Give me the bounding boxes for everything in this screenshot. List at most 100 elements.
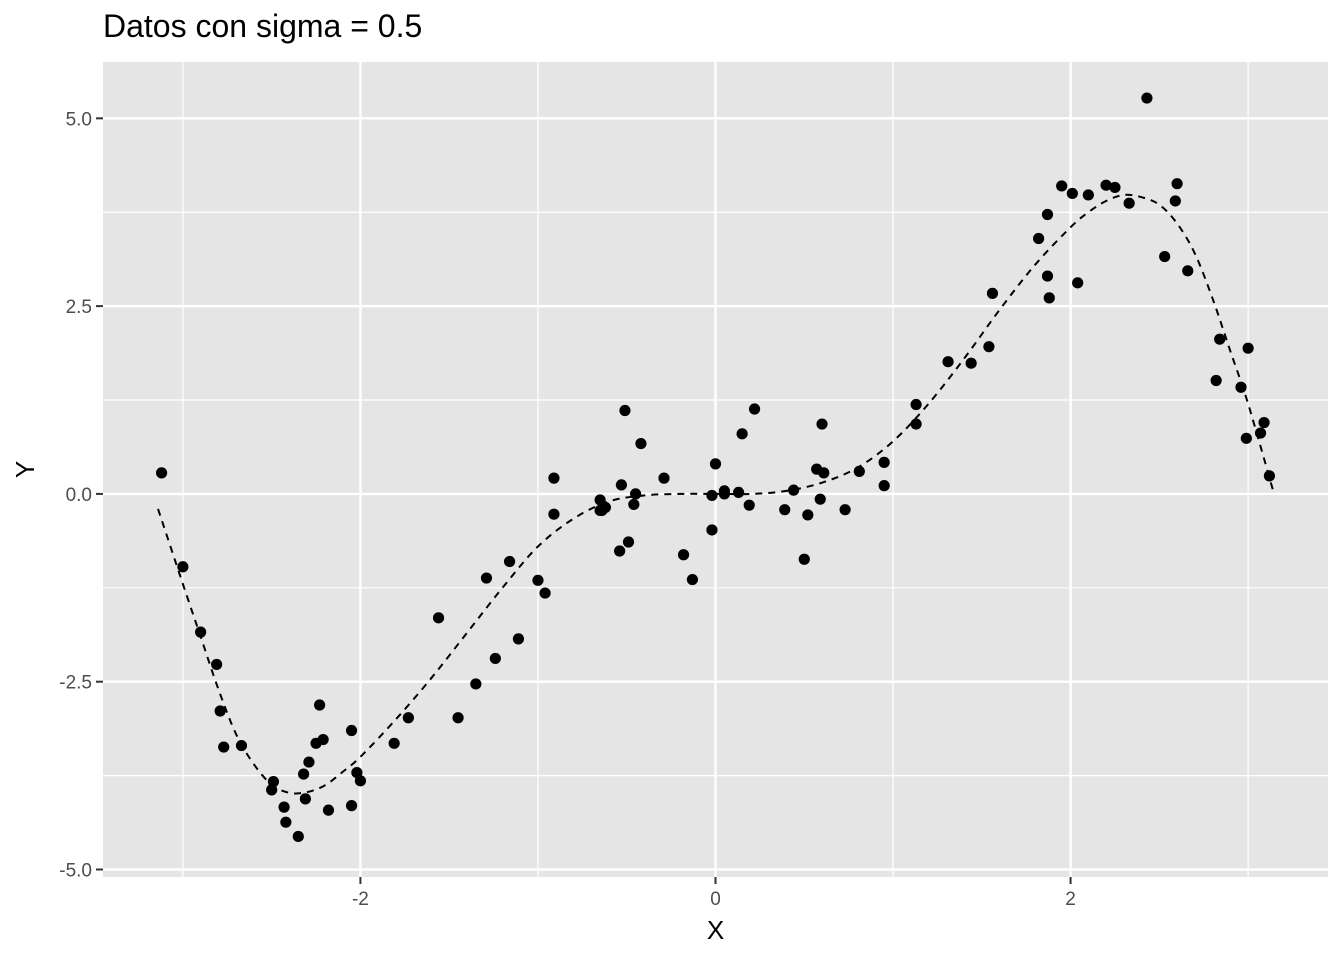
data-point bbox=[732, 486, 745, 499]
data-point bbox=[532, 574, 544, 586]
data-point bbox=[354, 775, 367, 787]
y-axis-title: Y bbox=[10, 461, 40, 478]
data-point bbox=[322, 804, 335, 816]
data-point bbox=[298, 768, 310, 780]
data-point bbox=[839, 504, 851, 516]
data-point bbox=[1043, 292, 1055, 304]
data-point bbox=[706, 489, 718, 502]
data-point bbox=[177, 561, 189, 573]
data-point bbox=[402, 712, 414, 724]
fitted-curve-group bbox=[157, 193, 1274, 795]
data-point bbox=[878, 480, 890, 492]
data-point bbox=[317, 733, 329, 746]
data-point bbox=[1214, 333, 1226, 345]
data-point bbox=[718, 488, 730, 500]
data-point bbox=[292, 830, 304, 843]
data-point bbox=[503, 555, 516, 568]
data-point bbox=[195, 626, 207, 638]
data-point bbox=[512, 633, 525, 645]
data-point bbox=[1258, 416, 1270, 429]
data-point bbox=[280, 816, 292, 828]
x-axis-title: X bbox=[707, 915, 724, 945]
data-point bbox=[1033, 232, 1045, 245]
data-point bbox=[480, 572, 493, 584]
data-point bbox=[1066, 187, 1078, 200]
data-point bbox=[686, 573, 699, 586]
data-point bbox=[345, 800, 358, 812]
data-point bbox=[748, 403, 761, 415]
data-point bbox=[658, 472, 670, 484]
data-point bbox=[743, 499, 755, 511]
y-tick-label: 0.0 bbox=[66, 485, 92, 506]
data-point bbox=[155, 467, 168, 479]
data-point bbox=[983, 341, 995, 353]
data-point bbox=[1141, 92, 1153, 104]
data-point bbox=[1263, 470, 1276, 482]
data-point bbox=[1169, 195, 1181, 207]
axes: -2 0 2 -5.0 -2.5 0.0 2.5 5.0 bbox=[59, 109, 1076, 910]
y-tick-label: -2.5 bbox=[59, 673, 92, 694]
y-tick-label: -5.0 bbox=[59, 860, 92, 881]
data-point bbox=[548, 472, 560, 484]
data-point bbox=[706, 524, 718, 536]
data-point bbox=[635, 437, 647, 450]
y-tick-label: 5.0 bbox=[66, 109, 92, 130]
x-tick-label: -2 bbox=[352, 889, 369, 910]
data-point bbox=[622, 536, 635, 548]
data-point bbox=[211, 658, 223, 671]
data-point bbox=[736, 428, 748, 440]
data-point bbox=[214, 705, 226, 717]
data-point bbox=[1100, 179, 1112, 191]
data-point bbox=[303, 756, 315, 768]
data-point bbox=[802, 509, 814, 521]
data-point bbox=[1041, 208, 1054, 221]
data-point bbox=[1072, 277, 1084, 289]
data-point bbox=[798, 553, 810, 565]
data-point bbox=[313, 699, 326, 711]
data-point bbox=[615, 479, 628, 491]
data-point bbox=[1254, 427, 1267, 439]
data-point bbox=[470, 678, 482, 690]
chart-title: Datos con sigma = 0.5 bbox=[103, 8, 423, 44]
data-point bbox=[1159, 250, 1171, 263]
data-point bbox=[709, 458, 722, 470]
data-point bbox=[986, 287, 999, 299]
data-point bbox=[1182, 265, 1194, 277]
data-point bbox=[267, 776, 280, 788]
data-point bbox=[489, 652, 501, 665]
data-point bbox=[1109, 181, 1121, 194]
data-point bbox=[910, 398, 922, 411]
data-point bbox=[910, 418, 922, 430]
data-point bbox=[235, 739, 248, 752]
y-tick-label: 2.5 bbox=[66, 297, 92, 318]
data-point bbox=[677, 549, 690, 561]
data-point bbox=[299, 793, 311, 805]
x-tick-label: 0 bbox=[710, 889, 721, 910]
data-point bbox=[1242, 342, 1254, 354]
data-point bbox=[788, 484, 800, 496]
data-point bbox=[628, 498, 640, 511]
data-point bbox=[614, 545, 626, 557]
data-point bbox=[965, 357, 977, 369]
data-point bbox=[432, 612, 445, 624]
data-point bbox=[452, 712, 464, 724]
data-point bbox=[599, 501, 612, 514]
data-point bbox=[278, 801, 290, 813]
data-point bbox=[1041, 270, 1054, 282]
data-point bbox=[1240, 432, 1252, 444]
data-point bbox=[218, 741, 230, 753]
data-point bbox=[548, 508, 560, 520]
data-point bbox=[539, 587, 551, 599]
x-tick-label: 2 bbox=[1065, 889, 1076, 910]
data-point bbox=[942, 356, 954, 368]
data-point bbox=[779, 504, 791, 516]
data-point bbox=[630, 488, 642, 500]
fitted-curve bbox=[157, 193, 1274, 795]
data-point bbox=[816, 418, 828, 430]
data-point bbox=[1056, 180, 1068, 192]
data-point bbox=[1123, 197, 1135, 209]
data-point bbox=[1210, 374, 1222, 387]
data-point bbox=[853, 465, 865, 477]
data-point bbox=[345, 724, 358, 737]
data-point bbox=[878, 456, 890, 468]
